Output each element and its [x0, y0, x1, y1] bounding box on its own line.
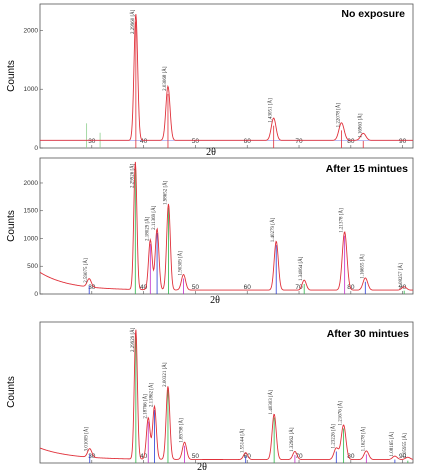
chart-title: No exposure — [341, 8, 405, 20]
y-tick-label: 1500 — [24, 208, 39, 215]
peak-label: 1.22078 [Å] — [336, 103, 342, 128]
x-tick-label: 30 — [88, 138, 96, 145]
x-tick-label: 90 — [399, 453, 407, 460]
peak-label: 1.90309 [Å] — [178, 251, 184, 276]
peak-label: 1.21676 [Å] — [338, 401, 344, 426]
x-tick-label: 70 — [295, 284, 303, 291]
peak-label: 1.08165 [Å] — [389, 432, 395, 457]
peak-label: 1.89798 [Å] — [179, 418, 185, 443]
peak-label: 1.21378 [Å] — [339, 208, 345, 233]
x-tick-label: 80 — [347, 453, 355, 460]
peak-label: 1.16278 [Å] — [360, 427, 366, 452]
plot-frame — [39, 3, 414, 149]
peak-label: 1.08257 [Å] — [398, 263, 404, 288]
chart-title: After 30 mintues — [327, 328, 409, 340]
y-axis-label: Counts — [6, 210, 17, 242]
chart-panel-after-15-mintues: After 15 mintues Counts 2θ 0 500 1000 1500 2… — [6, 157, 414, 306]
peak-label: 1.98652 [Å] — [163, 180, 169, 205]
peak-label: 2.29926 [Å] — [129, 163, 135, 188]
peak-label: 2.29960 [Å] — [130, 9, 136, 34]
chart-panel-no-exposure: No exposure Counts 2θ 0 1000 2000 30 40 50 60 7… — [6, 3, 414, 158]
y-tick-label: 2000 — [24, 180, 39, 187]
x-tick-label: 60 — [244, 284, 252, 291]
y-tick-label: 0 — [34, 291, 38, 298]
peak-label: 1.32962 [Å] — [289, 427, 295, 452]
x-tick-label: 60 — [244, 138, 252, 145]
x-tick-label: 50 — [192, 138, 200, 145]
x-tick-label: 30 — [88, 284, 96, 291]
peak-label: 2.18029 [Å] — [144, 216, 150, 241]
x-tick-label: 80 — [347, 284, 355, 291]
x-tick-label: 70 — [295, 138, 303, 145]
peak-label: 1.16655 [Å] — [359, 254, 365, 279]
peak-label: 3.01009 [Å] — [84, 427, 90, 452]
x-axis-label: 2θ — [206, 147, 216, 158]
peak-label: 2.59075 [Å] — [83, 258, 89, 283]
y-tick-label: 0 — [34, 145, 38, 152]
x-axis-label: 2θ — [210, 295, 220, 306]
chart-title: After 15 mintues — [326, 163, 408, 175]
x-tick-label: 40 — [140, 138, 148, 145]
peak-label: 1.55144 [Å] — [240, 428, 246, 453]
peak-label: 1.43051 [Å] — [268, 98, 274, 123]
peak-label: 1.40279 [Å] — [270, 217, 276, 242]
peak-label: 2.00321 [Å] — [162, 362, 168, 387]
peak-label: 2.18766 [Å] — [142, 394, 148, 419]
diffraction-profile-line — [39, 329, 414, 460]
peak-label: 2.03068 [Å] — [162, 66, 168, 91]
y-axis-label: Counts — [6, 60, 17, 92]
x-tick-label: 90 — [399, 138, 407, 145]
peak-label: 2.11369 [Å] — [151, 205, 157, 230]
peak-label: 1.16963 [Å] — [357, 113, 363, 138]
y-tick-label: 500 — [27, 263, 38, 270]
diffraction-profile-line — [39, 161, 413, 291]
peak-label: 1.23226 [Å] — [330, 424, 336, 449]
plot-frame — [39, 157, 414, 295]
x-axis-label: 2θ — [197, 462, 207, 473]
x-tick-label: 40 — [140, 284, 148, 291]
y-tick-label: 1000 — [24, 86, 39, 93]
x-tick-label: 80 — [347, 138, 355, 145]
chart-panel-after-30-mintues: After 30 mintues Counts 2θ 30 40 50 60 70 80 9… — [6, 321, 414, 473]
diffraction-profile-line — [40, 14, 413, 141]
y-tick-label: 1000 — [24, 235, 39, 242]
x-tick-label: 60 — [244, 453, 252, 460]
x-tick-label: 30 — [88, 453, 96, 460]
peak-label: 2.29929 [Å] — [130, 327, 136, 352]
x-tick-label: 50 — [192, 284, 200, 291]
x-tick-label: 70 — [295, 453, 303, 460]
peak-label: 1.40303 [Å] — [268, 390, 274, 415]
y-tick-label: 2000 — [24, 27, 39, 34]
x-tick-label: 50 — [192, 453, 200, 460]
peak-label: 2.11862 [Å] — [149, 383, 155, 408]
y-axis-label: Counts — [6, 376, 17, 408]
peak-label: 1.05955 [Å] — [402, 433, 408, 458]
plot-frame — [39, 321, 414, 464]
peak-label: 1.34064 [Å] — [298, 256, 304, 281]
